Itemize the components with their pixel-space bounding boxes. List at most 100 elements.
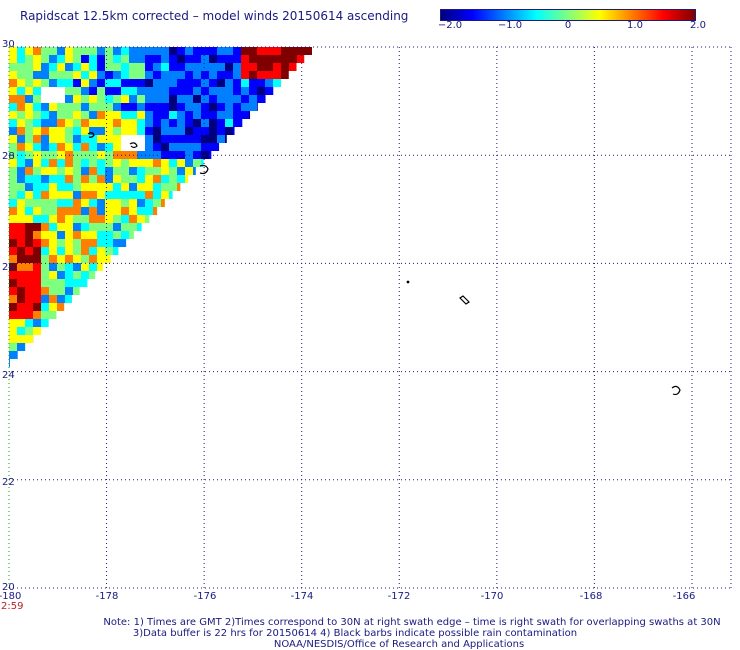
- swath-cell: [25, 111, 33, 119]
- swath-cell: [177, 95, 185, 103]
- swath-cell: [25, 231, 33, 239]
- swath-cell: [153, 95, 161, 103]
- swath-cell: [153, 207, 158, 215]
- swath-cell: [41, 79, 49, 87]
- swath-cell: [105, 247, 113, 255]
- swath-cell: [57, 215, 65, 223]
- swath-cell: [121, 183, 129, 191]
- swath-cell: [185, 135, 193, 143]
- swath-cell: [17, 159, 25, 167]
- swath-cell: [73, 47, 81, 55]
- swath-cell: [41, 295, 49, 303]
- swath-cell: [209, 79, 217, 87]
- swath-cell: [57, 119, 65, 127]
- swath-cell: [25, 63, 33, 71]
- swath-cell: [41, 319, 49, 327]
- swath-cell: [193, 71, 201, 79]
- lon-label-170: -170: [480, 591, 504, 602]
- swath-cell: [57, 167, 65, 175]
- swath-cell: [17, 343, 25, 351]
- swath-cell: [129, 191, 137, 199]
- wind-swath: [9, 47, 312, 367]
- swath-cell: [217, 103, 225, 111]
- swath-cell: [153, 191, 161, 199]
- swath-cell: [17, 143, 25, 151]
- swath-cell: [65, 191, 73, 199]
- colorbar-tick-neg1: −1.0: [497, 20, 523, 31]
- swath-cell: [209, 103, 217, 111]
- swath-cell: [25, 119, 33, 127]
- swath-cell: [169, 47, 177, 55]
- swath-cell: [73, 247, 81, 255]
- swath-cell: [33, 183, 41, 191]
- swath-cell: [161, 119, 169, 127]
- swath-cell: [105, 135, 113, 143]
- swath-cell: [153, 71, 161, 79]
- swath-cell: [89, 263, 97, 271]
- swath-cell: [217, 111, 225, 119]
- swath-cell: [153, 183, 161, 191]
- swath-cell: [65, 55, 73, 63]
- swath-cell: [193, 103, 201, 111]
- swath-cell: [81, 79, 89, 87]
- swath-cell: [97, 111, 105, 119]
- swath-cell: [105, 95, 113, 103]
- swath-cell: [105, 71, 113, 79]
- swath-cell: [33, 239, 41, 247]
- swath-cell: [73, 239, 81, 247]
- swath-cell: [257, 47, 265, 55]
- swath-cell: [177, 111, 185, 119]
- colorbar: [440, 9, 696, 21]
- swath-cell: [193, 143, 201, 151]
- swath-cell: [25, 191, 33, 199]
- swath-cell: [33, 55, 41, 63]
- swath-cell: [217, 119, 225, 127]
- swath-cell: [257, 55, 265, 63]
- swath-cell: [89, 183, 97, 191]
- swath-cell: [113, 95, 121, 103]
- lat-label-22: 22: [2, 477, 15, 488]
- swath-cell: [137, 111, 145, 119]
- swath-cell: [161, 55, 169, 63]
- swath-cell: [89, 231, 97, 239]
- swath-cell: [49, 311, 57, 319]
- swath-cell: [73, 271, 81, 279]
- swath-cell: [145, 127, 153, 135]
- swath-cell: [233, 55, 241, 63]
- swath-cell: [41, 303, 49, 311]
- swath-cell: [81, 247, 89, 255]
- swath-cell: [161, 175, 169, 183]
- swath-cell: [161, 71, 169, 79]
- swath-cell: [153, 111, 161, 119]
- swath-cell: [65, 287, 73, 295]
- swath-cell: [241, 71, 249, 79]
- swath-cell: [57, 239, 65, 247]
- swath-cell: [97, 223, 105, 231]
- swath-cell: [249, 79, 257, 87]
- swath-cell: [49, 191, 57, 199]
- swath-cell: [17, 47, 25, 55]
- swath-cell: [57, 111, 65, 119]
- swath-cell: [65, 199, 73, 207]
- swath-cell: [193, 87, 201, 95]
- swath-cell: [73, 55, 81, 63]
- swath-cell: [49, 271, 57, 279]
- swath-cell: [41, 231, 49, 239]
- swath-cell: [73, 191, 81, 199]
- swath-cell: [57, 263, 65, 271]
- contour-mark: [87, 132, 95, 138]
- swath-cell: [257, 103, 258, 111]
- swath-cell: [161, 47, 169, 55]
- swath-cell: [185, 47, 193, 55]
- contour-mark: [199, 164, 209, 175]
- swath-cell: [73, 111, 81, 119]
- swath-cell: [9, 55, 17, 63]
- swath-cell: [65, 239, 73, 247]
- swath-cell: [17, 319, 25, 327]
- swath-cell: [201, 103, 209, 111]
- swath-cell: [145, 103, 153, 111]
- swath-cell: [57, 127, 65, 135]
- swath-cell: [161, 159, 169, 167]
- swath-cell: [113, 79, 121, 87]
- swath-cell: [57, 103, 65, 111]
